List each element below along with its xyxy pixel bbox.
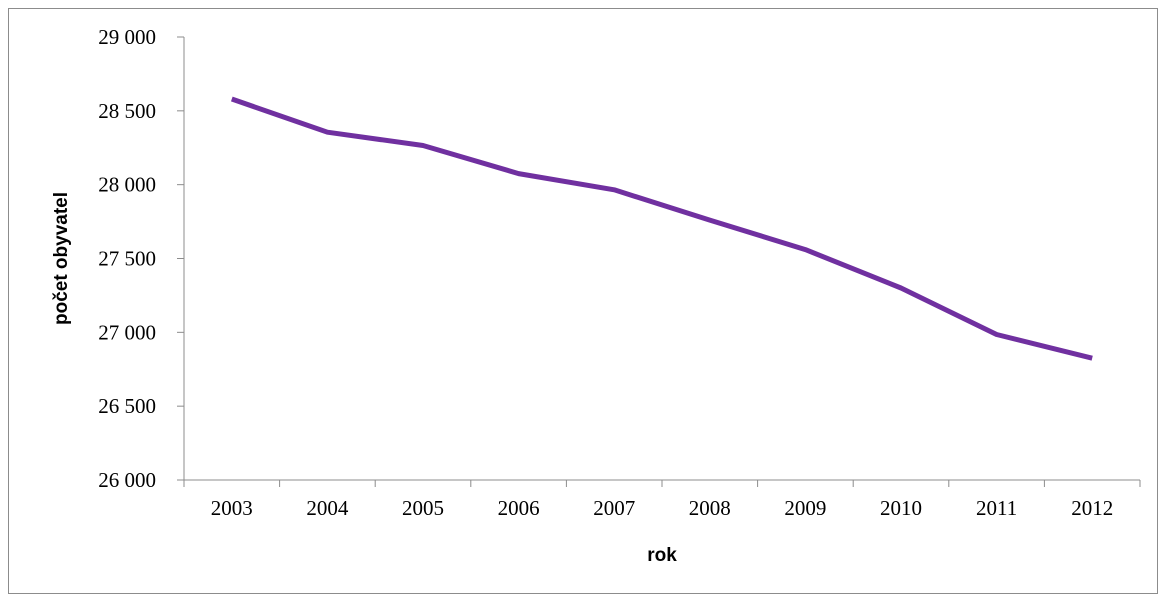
y-axis: 26 000 26 500 27 000 27 500 28 000 28 500 29 0… bbox=[98, 25, 184, 492]
x-tick-label: 2007 bbox=[593, 496, 635, 520]
y-axis-title: počet obyvatel bbox=[51, 192, 72, 325]
x-tick-label: 2008 bbox=[689, 496, 731, 520]
x-tick-label: 2004 bbox=[306, 496, 349, 520]
x-tick-label: 2005 bbox=[402, 496, 444, 520]
x-axis-title: rok bbox=[647, 545, 677, 566]
x-tick-label: 2003 bbox=[211, 496, 253, 520]
x-tick-label: 2006 bbox=[498, 496, 540, 520]
y-tick-label: 26 500 bbox=[98, 394, 156, 418]
y-tick-label: 28 500 bbox=[98, 99, 156, 123]
x-tick-label: 2010 bbox=[880, 496, 922, 520]
y-tick-label: 27 000 bbox=[98, 320, 156, 344]
y-tick-label: 28 000 bbox=[98, 173, 156, 197]
y-tick-label: 27 500 bbox=[98, 247, 156, 271]
series-line bbox=[232, 99, 1092, 358]
y-tick-label: 26 000 bbox=[98, 468, 156, 492]
x-tick-label: 2011 bbox=[976, 496, 1017, 520]
x-tick-label: 2012 bbox=[1071, 496, 1113, 520]
x-tick-label: 2009 bbox=[784, 496, 826, 520]
x-axis: 2003 2004 2005 2006 2007 2008 2009 2010 2011 2012 bbox=[184, 480, 1140, 520]
series-layer bbox=[232, 99, 1093, 358]
y-tick-label: 29 000 bbox=[98, 25, 156, 49]
